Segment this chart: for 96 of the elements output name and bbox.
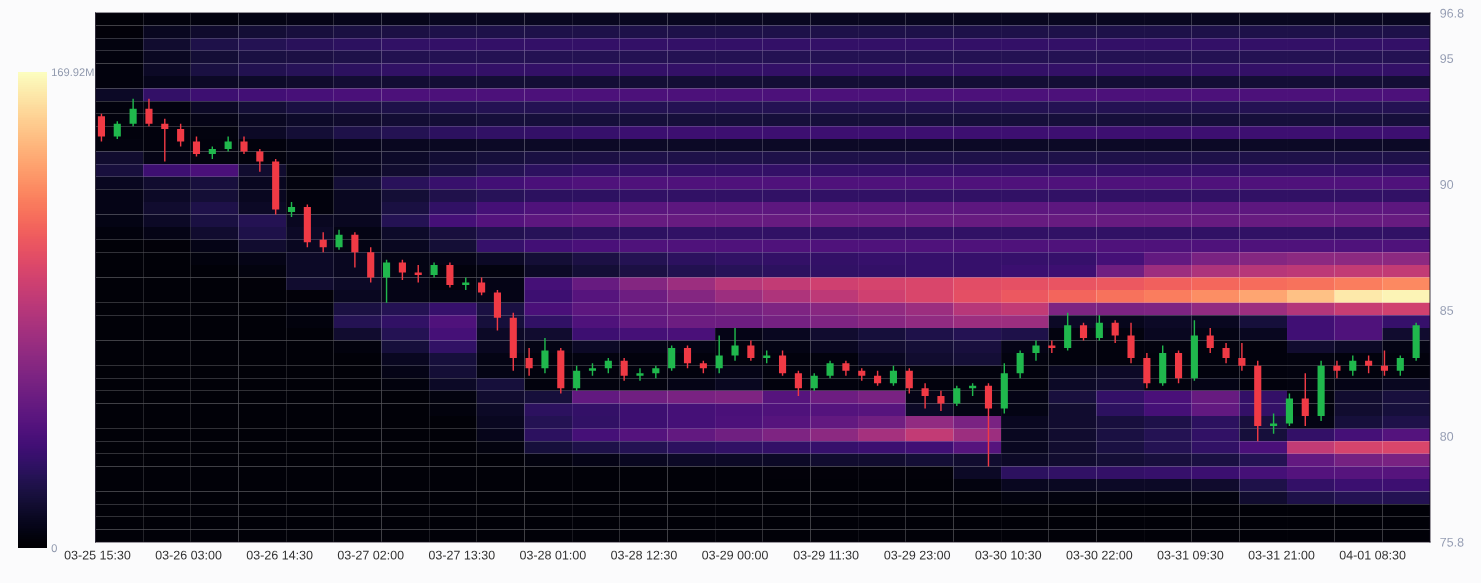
x-tick-label: 03-31 09:30	[1157, 550, 1224, 560]
x-tick-label: 04-01 08:30	[1339, 550, 1406, 560]
candlestick	[810, 373, 818, 391]
y-tick-label: 80	[1440, 432, 1454, 441]
candlestick	[1064, 312, 1072, 351]
candlestick	[335, 229, 343, 250]
candlestick	[1317, 360, 1325, 422]
candlestick	[905, 368, 913, 394]
candlestick	[1143, 353, 1151, 389]
y-tick-label: 75.8	[1440, 537, 1464, 547]
candlestick	[129, 98, 137, 127]
candlestick	[177, 123, 185, 147]
candlestick	[668, 345, 676, 371]
candlestick	[1412, 322, 1420, 361]
candlestick	[145, 98, 153, 127]
candlestick	[446, 262, 454, 288]
candlestick	[224, 136, 232, 152]
candlestick	[1159, 345, 1167, 386]
candlestick	[1127, 322, 1135, 364]
x-tick-label: 03-27 02:00	[337, 550, 404, 560]
candlestick	[557, 348, 565, 394]
candlestick	[794, 370, 802, 396]
candlestick	[256, 149, 264, 172]
x-tick-label: 03-26 03:00	[155, 550, 222, 560]
candlestick	[778, 350, 787, 376]
candlestick	[1190, 320, 1198, 381]
candlestick	[161, 118, 169, 162]
y-tick-label: 95	[1440, 54, 1454, 63]
candlestick	[541, 337, 549, 374]
candlestick	[858, 368, 866, 381]
candlestick	[478, 277, 486, 296]
candlestick	[826, 360, 834, 379]
candlestick	[493, 290, 501, 331]
x-tick-label: 03-28 12:30	[611, 550, 677, 560]
x-tick-label: 03-26 14:30	[246, 550, 313, 560]
candlestick	[715, 335, 723, 374]
x-tick-label: 03-25 15:30	[64, 550, 131, 560]
candlestick	[1301, 373, 1309, 427]
candlestick	[1396, 355, 1404, 376]
candlestick	[303, 204, 311, 248]
candlestick	[1095, 315, 1103, 341]
candlestick	[889, 365, 897, 386]
candlestick	[1032, 340, 1040, 361]
x-tick-label: 03-29 23:00	[884, 550, 951, 560]
x-tick-label: 03-30 10:30	[975, 550, 1042, 560]
candlestick	[842, 360, 850, 376]
candlestick	[398, 259, 406, 281]
candlestick	[192, 136, 201, 157]
candlestick	[1206, 327, 1214, 354]
x-tick-label: 03-31 21:00	[1248, 550, 1315, 560]
candlestick	[937, 390, 945, 412]
candlestick	[351, 232, 359, 268]
x-tick-label: 03-28 01:00	[520, 550, 586, 560]
candlestick	[414, 264, 422, 283]
x-tick-label: 03-27 13:30	[428, 550, 495, 560]
candlestick	[1333, 360, 1341, 379]
candlestick	[1222, 343, 1230, 364]
candlestick	[683, 345, 692, 369]
x-tick-label: 03-29 11:30	[793, 550, 859, 560]
candlestick	[430, 262, 438, 278]
candlestick	[652, 365, 660, 379]
candlestick	[1238, 343, 1246, 371]
candlestick	[525, 348, 533, 376]
candlestick	[921, 383, 929, 409]
candlestick	[1000, 363, 1008, 414]
x-tick-label: 03-29 00:00	[702, 550, 768, 560]
y-tick-label: 90	[1440, 180, 1454, 189]
y-tick-label: 85	[1440, 306, 1454, 315]
candlestick	[1079, 322, 1088, 341]
candlestick	[588, 363, 597, 376]
candlestick	[731, 327, 739, 361]
candlestick	[272, 159, 280, 215]
candlestick	[747, 340, 755, 361]
candlestick	[1285, 393, 1293, 427]
candlestick	[1174, 350, 1183, 384]
candlestick	[287, 201, 296, 218]
x-tick-label: 03-30 22:00	[1066, 550, 1133, 560]
candlestick	[367, 247, 375, 283]
color-bar-label: 0	[51, 544, 57, 553]
candlestick	[1048, 340, 1056, 354]
candlestick	[1254, 360, 1262, 442]
candlestick	[953, 385, 961, 406]
color-bar-label: 169.92M	[52, 68, 94, 77]
candlestick	[1016, 350, 1024, 379]
candlestick	[382, 259, 391, 303]
candlestick	[240, 136, 248, 155]
candlestick	[636, 368, 644, 381]
candlestick	[97, 113, 105, 142]
candlestick	[113, 121, 121, 139]
candlestick	[1111, 320, 1119, 343]
candlestick	[573, 365, 581, 391]
candlestick	[1349, 355, 1357, 376]
candlestick	[319, 232, 327, 253]
candlestick	[509, 312, 517, 371]
y-tick-label: 96.8	[1440, 8, 1464, 18]
candlestick	[620, 358, 628, 381]
